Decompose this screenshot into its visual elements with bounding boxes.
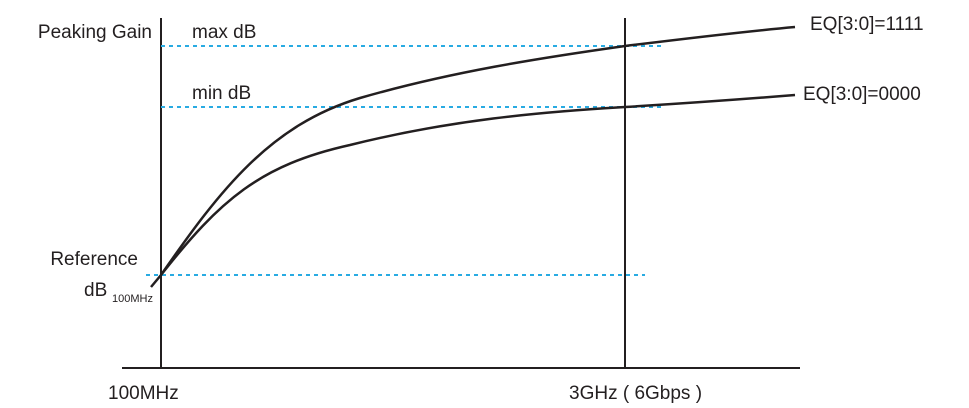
x-end-label: 3GHz ( 6Gbps )	[569, 383, 702, 404]
reference-db-label: dB	[84, 280, 107, 301]
curve-eq-0000	[160, 93, 796, 276]
max-db-label: max dB	[192, 22, 256, 43]
reference-db-subscript: 100MHz	[112, 293, 153, 305]
x-start-label: 100MHz	[108, 383, 179, 404]
curve-label-eq-1111: EQ[3:0]=1111	[810, 14, 924, 35]
min-db-label: min dB	[192, 83, 251, 104]
curve-label-eq-0000: EQ[3:0]=0000	[803, 84, 921, 105]
y-axis-label: Peaking Gain	[38, 22, 152, 43]
reference-label: Reference	[50, 249, 138, 270]
curve-eq-1111	[150, 25, 796, 288]
